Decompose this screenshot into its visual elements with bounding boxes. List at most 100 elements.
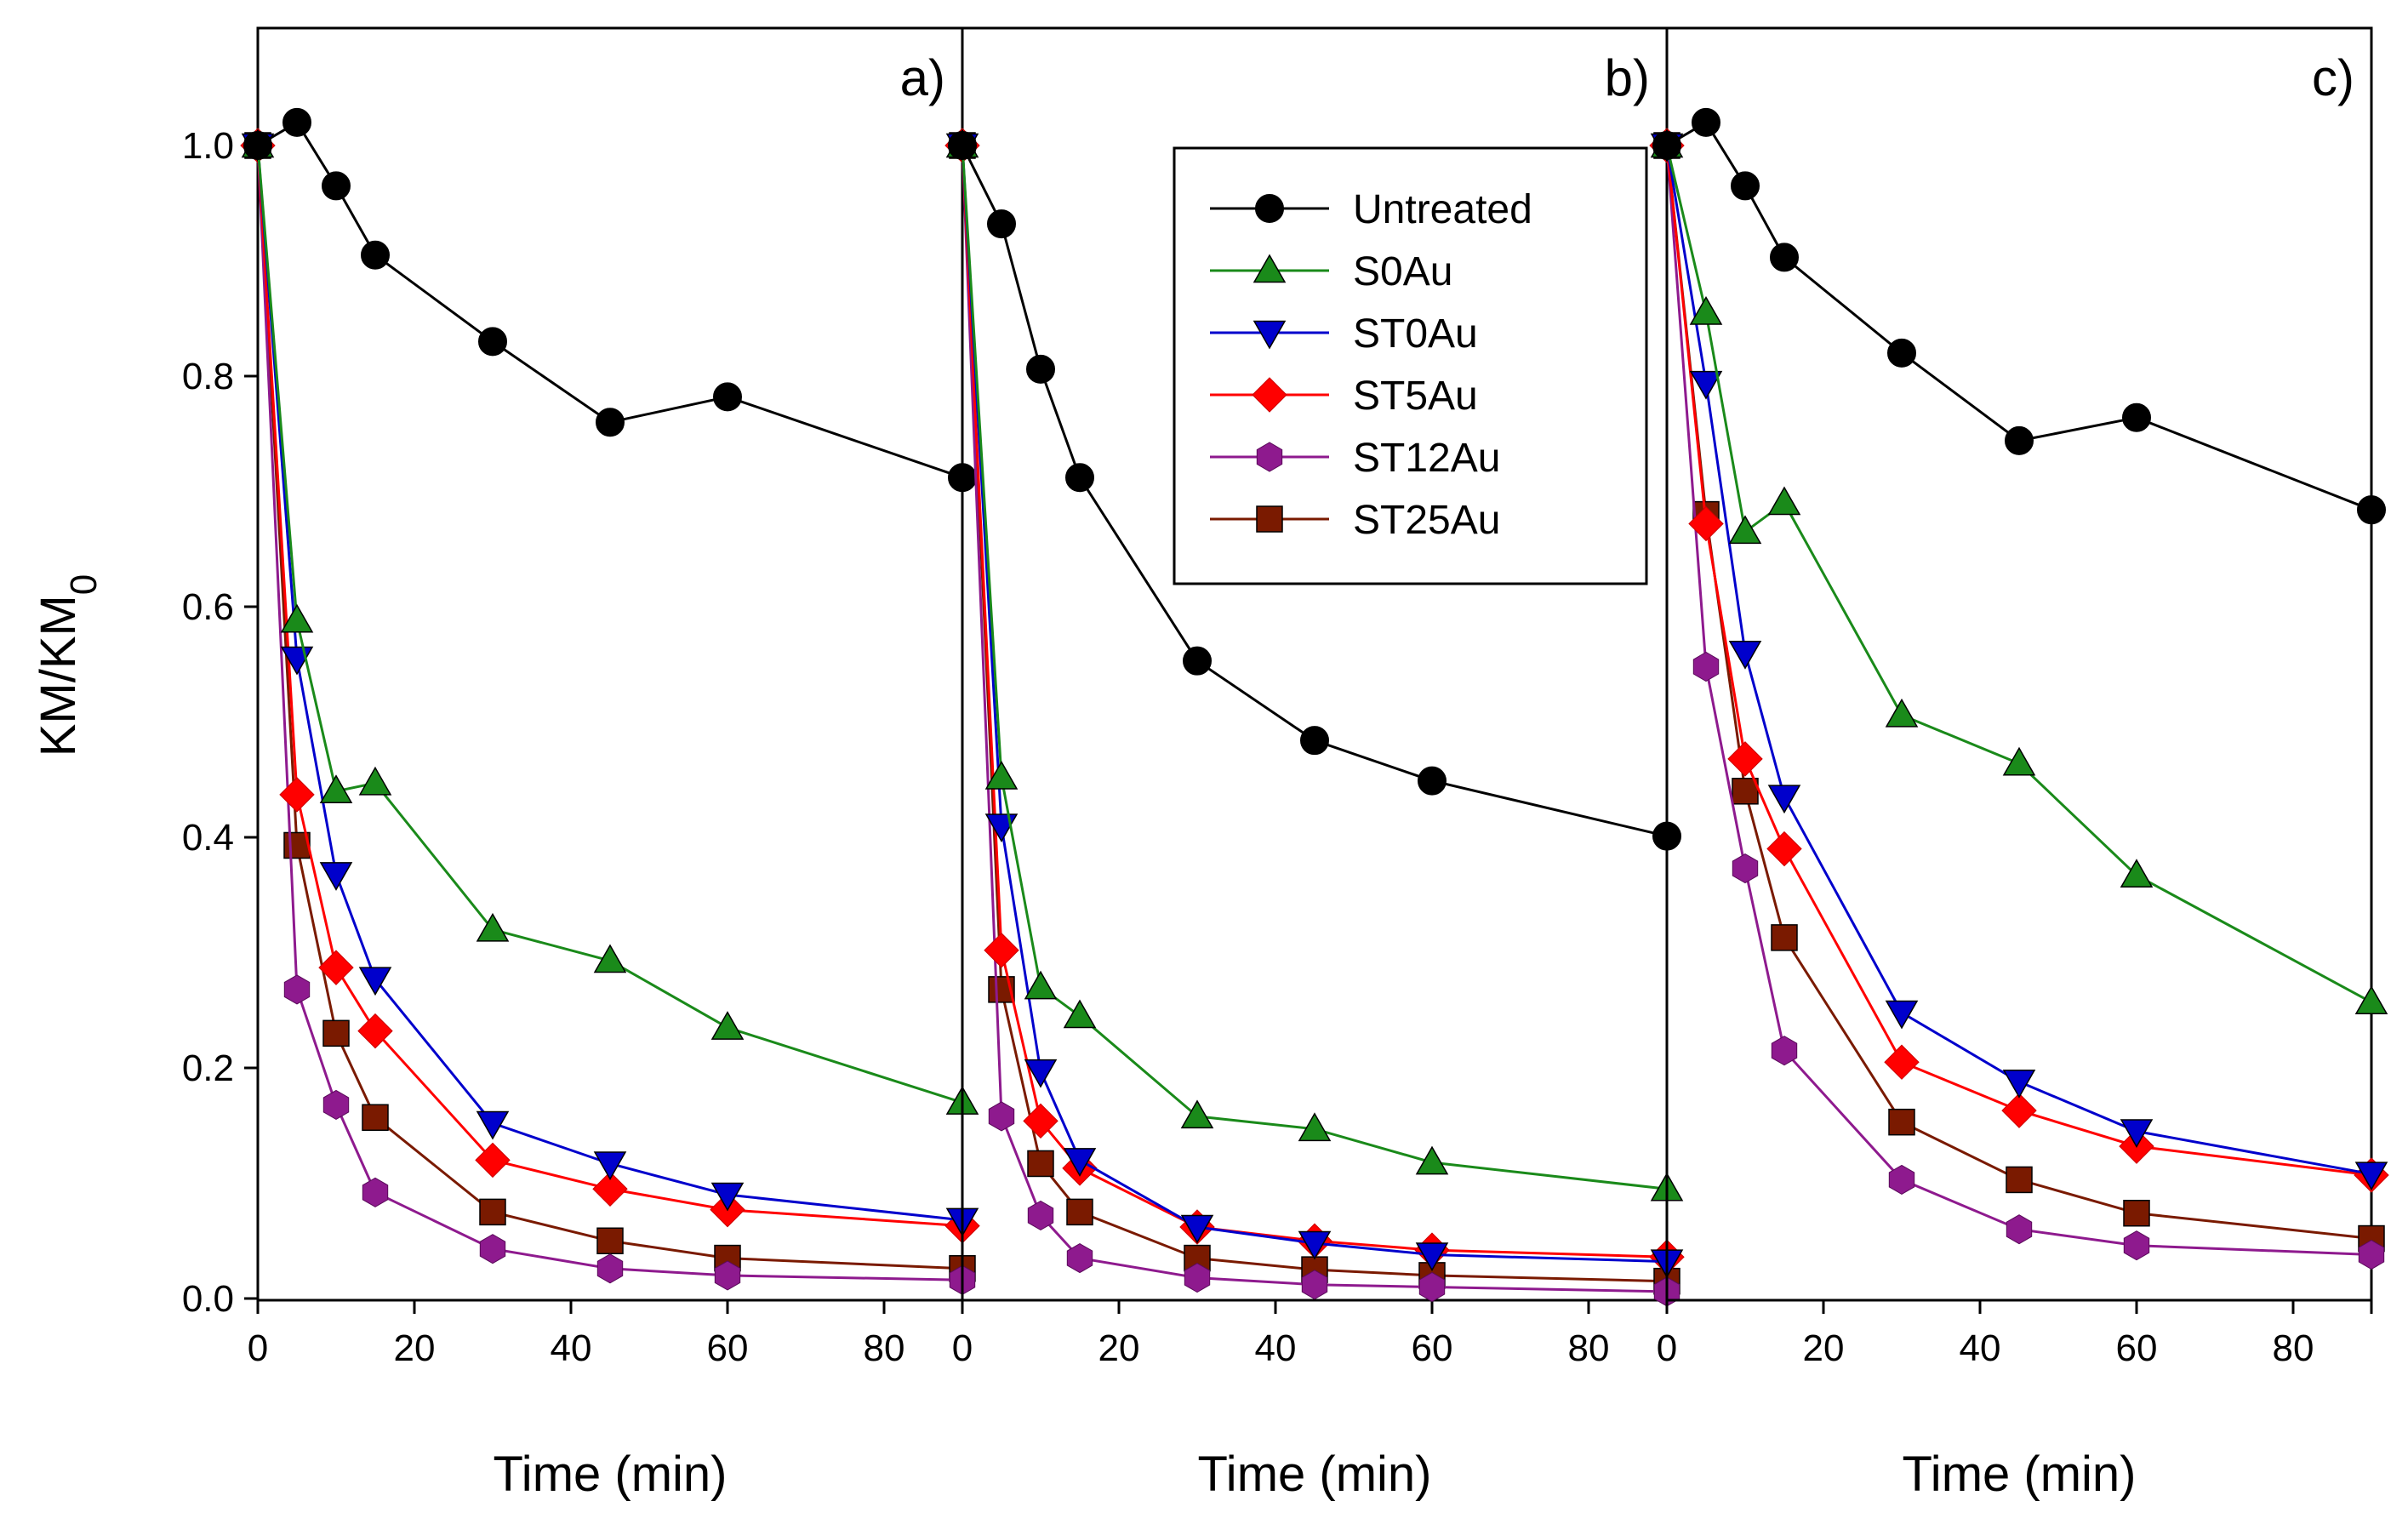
series-s0au (945, 128, 1684, 1202)
x-tick-label: 20 (1803, 1327, 1845, 1369)
data-point (710, 1182, 745, 1212)
data-point (1692, 651, 1720, 682)
x-tick-label: 40 (1960, 1327, 2001, 1369)
data-point (1688, 505, 1724, 542)
data-point (1689, 295, 1723, 325)
data-point (1727, 741, 1763, 777)
data-point (713, 382, 742, 412)
data-point (984, 761, 1019, 790)
x-tick-label: 40 (1255, 1327, 1297, 1369)
x-tick-label: 60 (1412, 1327, 1453, 1369)
data-point (1652, 131, 1681, 160)
data-point (596, 1253, 624, 1284)
data-point (1027, 1200, 1054, 1230)
legend-label: ST0Au (1353, 311, 1478, 357)
data-point (1415, 1145, 1449, 1175)
x-tick-label: 60 (707, 1327, 749, 1369)
data-point (987, 209, 1016, 239)
legend-marker (1253, 320, 1287, 350)
x-tick-label: 20 (394, 1327, 436, 1369)
data-point (282, 107, 311, 137)
data-point (1184, 1244, 1211, 1272)
x-tick-label: 80 (864, 1327, 905, 1369)
legend-item: ST25Au (1210, 498, 1500, 543)
data-point (479, 1198, 506, 1226)
data-point (2006, 1166, 2033, 1194)
series-untreated (243, 107, 977, 493)
data-point (475, 1142, 511, 1179)
data-point (478, 327, 507, 357)
data-point (2357, 495, 2386, 525)
series-st12au (244, 130, 976, 1295)
panel-label: c) (2312, 49, 2354, 106)
data-point (1298, 1112, 1332, 1142)
data-point (1063, 999, 1097, 1029)
data-point (1063, 1148, 1097, 1177)
y-tick-label: 0.4 (182, 817, 234, 859)
legend-marker (1252, 377, 1287, 413)
y-tick-label: 0.8 (182, 356, 234, 397)
series-st12au (1653, 130, 2385, 1270)
data-point (596, 1227, 624, 1254)
data-point (319, 862, 353, 891)
data-point (1023, 1103, 1058, 1139)
series-line (1665, 145, 2372, 1176)
series-st5au (240, 128, 980, 1244)
data-point (1024, 970, 1058, 1000)
data-point (358, 766, 392, 796)
data-point (2002, 746, 2036, 776)
data-point (1027, 1150, 1054, 1178)
data-point (593, 1151, 627, 1180)
series-line (256, 145, 963, 1228)
data-point (362, 1177, 389, 1207)
legend-marker (1255, 194, 1284, 223)
data-point (361, 240, 390, 270)
data-point (1771, 924, 1798, 951)
legend-label: ST25Au (1353, 498, 1500, 543)
data-point (2120, 1119, 2154, 1149)
data-point (1728, 640, 1762, 670)
x-tick-label: 80 (1568, 1327, 1610, 1369)
data-point (1885, 698, 1919, 728)
data-point (1180, 1214, 1214, 1244)
data-point (283, 974, 311, 1005)
series-line (256, 145, 963, 1281)
legend-label: ST12Au (1353, 436, 1500, 481)
data-point (1298, 1230, 1332, 1260)
data-point (1732, 853, 1759, 884)
series-line (961, 145, 1668, 1283)
series-line (961, 145, 1668, 1259)
data-point (2120, 859, 2154, 888)
legend-item: Untreated (1210, 187, 1532, 232)
series-st5au (1649, 128, 2389, 1193)
x-tick-label: 0 (248, 1327, 268, 1369)
panel-label: b) (1605, 49, 1650, 106)
y-axis-title: KM/KM0 (31, 574, 105, 757)
data-point (1418, 766, 1447, 796)
panel-frame (1665, 26, 2373, 1302)
series-line (1665, 145, 2372, 1177)
data-point (596, 408, 625, 437)
data-point (476, 912, 510, 942)
data-point (1887, 338, 1916, 368)
legend-box (1173, 146, 1648, 585)
series-line (256, 145, 963, 1104)
data-point (1771, 1036, 1798, 1066)
data-point (1770, 243, 1799, 272)
legend-item: ST0Au (1210, 311, 1478, 357)
data-point (362, 1104, 389, 1132)
data-point (1024, 1059, 1058, 1088)
series-untreated (948, 131, 1681, 851)
data-point (2123, 1199, 2150, 1227)
data-point (2001, 1093, 2037, 1128)
legend-label: Untreated (1353, 187, 1532, 232)
data-point (279, 777, 315, 813)
panel-label: a) (900, 49, 945, 106)
data-point (710, 1011, 745, 1040)
legend-marker (1256, 442, 1283, 472)
data-point (322, 1089, 350, 1120)
series-line (1665, 145, 2372, 1256)
data-point (318, 950, 354, 985)
data-point (1767, 486, 1801, 516)
